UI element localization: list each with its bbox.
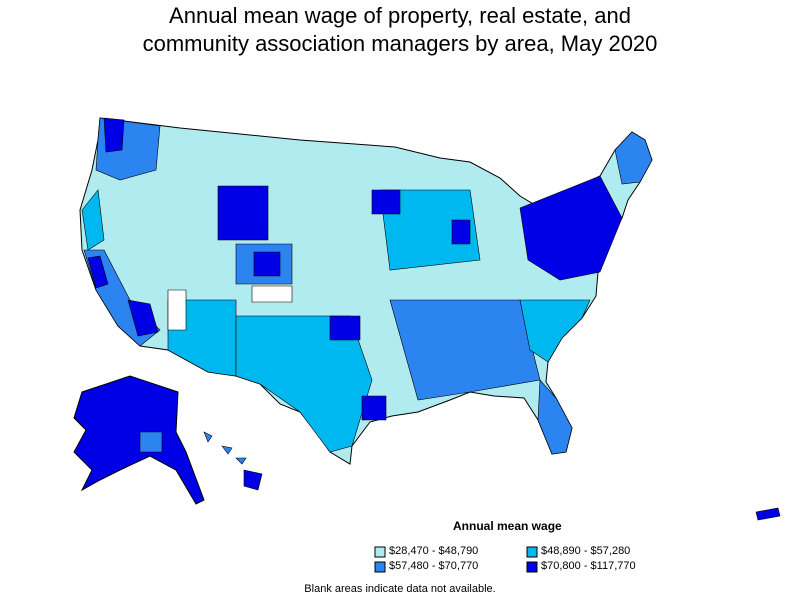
puerto-rico (755, 507, 781, 521)
hawaii (203, 431, 263, 491)
region-south (389, 299, 541, 401)
alaska (73, 375, 205, 505)
map-title: Annual mean wage of property, real estat… (0, 2, 800, 58)
title-line-2: community association managers by area, … (142, 31, 658, 56)
region-dallas (329, 315, 361, 341)
region-midwest (379, 189, 481, 271)
blank-areas-note: Blank areas indicate data not available. (304, 583, 496, 595)
legend-label-1: $28,470 - $48,790 (389, 545, 479, 557)
region-wyoming (217, 185, 269, 241)
legend-label-4: $70,800 - $117,770 (541, 560, 636, 572)
region-seattle (103, 117, 125, 153)
region-oregon-coast (81, 189, 105, 251)
legend-swatch-2 (526, 546, 538, 558)
region-florida (537, 379, 573, 455)
region-chicago (451, 219, 471, 245)
region-houston (361, 395, 387, 421)
contiguous-us (79, 117, 653, 465)
legend-swatch-1 (374, 546, 386, 558)
region-southeast (519, 299, 591, 363)
legend-label-2: $48,890 - $57,280 (541, 545, 631, 557)
alaska-region (139, 431, 163, 453)
legend-swatch-4 (526, 561, 538, 573)
legend-title: Annual mean wage (453, 519, 562, 533)
region-denver (253, 251, 281, 277)
legend-swatch-3 (374, 561, 386, 573)
region-la (127, 299, 159, 337)
region-maine (614, 131, 653, 185)
region-northeast (519, 175, 623, 281)
region-minneapolis (371, 189, 401, 215)
title-line-1: Annual mean wage of property, real estat… (169, 3, 631, 28)
legend-label-3: $57,480 - $70,770 (389, 560, 479, 572)
region-bay-area (87, 255, 109, 289)
region-blank-ks (251, 285, 293, 303)
region-blank-nv (167, 289, 187, 331)
